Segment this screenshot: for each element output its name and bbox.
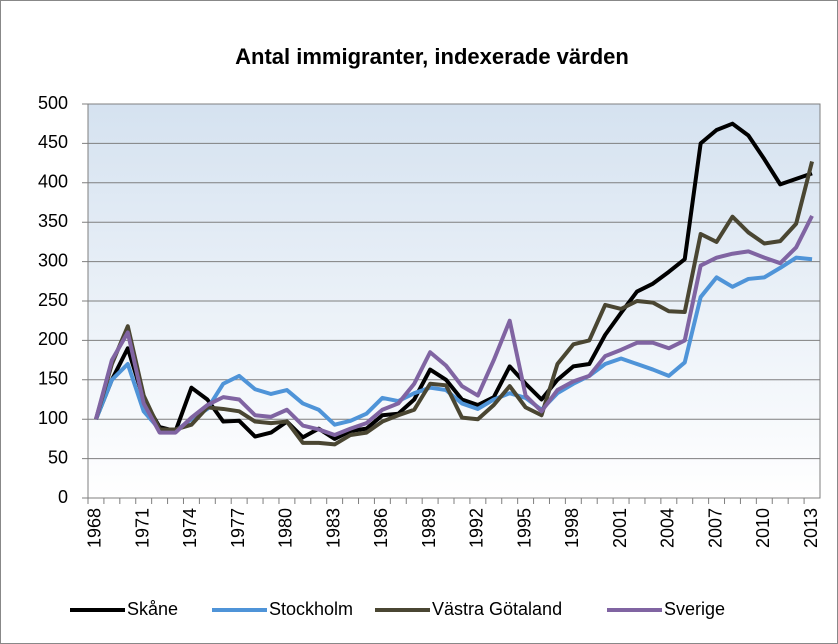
x-tick-label: 1998 (562, 508, 582, 548)
legend-label: Västra Götaland (432, 599, 562, 619)
y-tick-label: 250 (38, 290, 68, 310)
series-line (94, 255, 813, 434)
y-tick-label: 500 (38, 93, 68, 113)
legend-label: Stockholm (269, 599, 353, 619)
x-tick-label: 1974 (180, 508, 200, 548)
x-tick-label: 2001 (610, 508, 630, 548)
legend-label: Skåne (127, 599, 178, 619)
x-tick-label: 2010 (753, 508, 773, 548)
x-tick-label: 2013 (801, 508, 821, 548)
x-tick-label: 1989 (419, 508, 439, 548)
x-tick-label: 1968 (85, 508, 105, 548)
y-tick-label: 450 (38, 132, 68, 152)
x-tick-label: 1980 (276, 508, 296, 548)
y-tick-label: 200 (38, 329, 68, 349)
y-tick-label: 300 (38, 250, 68, 270)
x-tick-label: 1983 (323, 508, 343, 548)
y-tick-label: 50 (48, 447, 68, 467)
x-tick-label: 1995 (514, 508, 534, 548)
series-line (94, 214, 814, 437)
y-tick-label: 0 (58, 487, 68, 507)
x-tick-label: 1992 (467, 508, 487, 548)
y-tick-label: 100 (38, 408, 68, 428)
legend-label: Sverige (664, 599, 725, 619)
x-tick-label: 1977 (228, 508, 248, 548)
y-tick-label: 350 (38, 211, 68, 231)
y-tick-label: 400 (38, 172, 68, 192)
x-tick-label: 1971 (132, 508, 152, 548)
x-tick-label: 2007 (705, 508, 725, 548)
series-line (94, 121, 813, 441)
y-tick-label: 150 (38, 369, 68, 389)
x-tick-label: 2004 (658, 508, 678, 548)
series-line (94, 161, 814, 447)
x-tick-label: 1986 (371, 508, 391, 548)
chart-title: Antal immigranter, indexerade värden (235, 44, 629, 69)
